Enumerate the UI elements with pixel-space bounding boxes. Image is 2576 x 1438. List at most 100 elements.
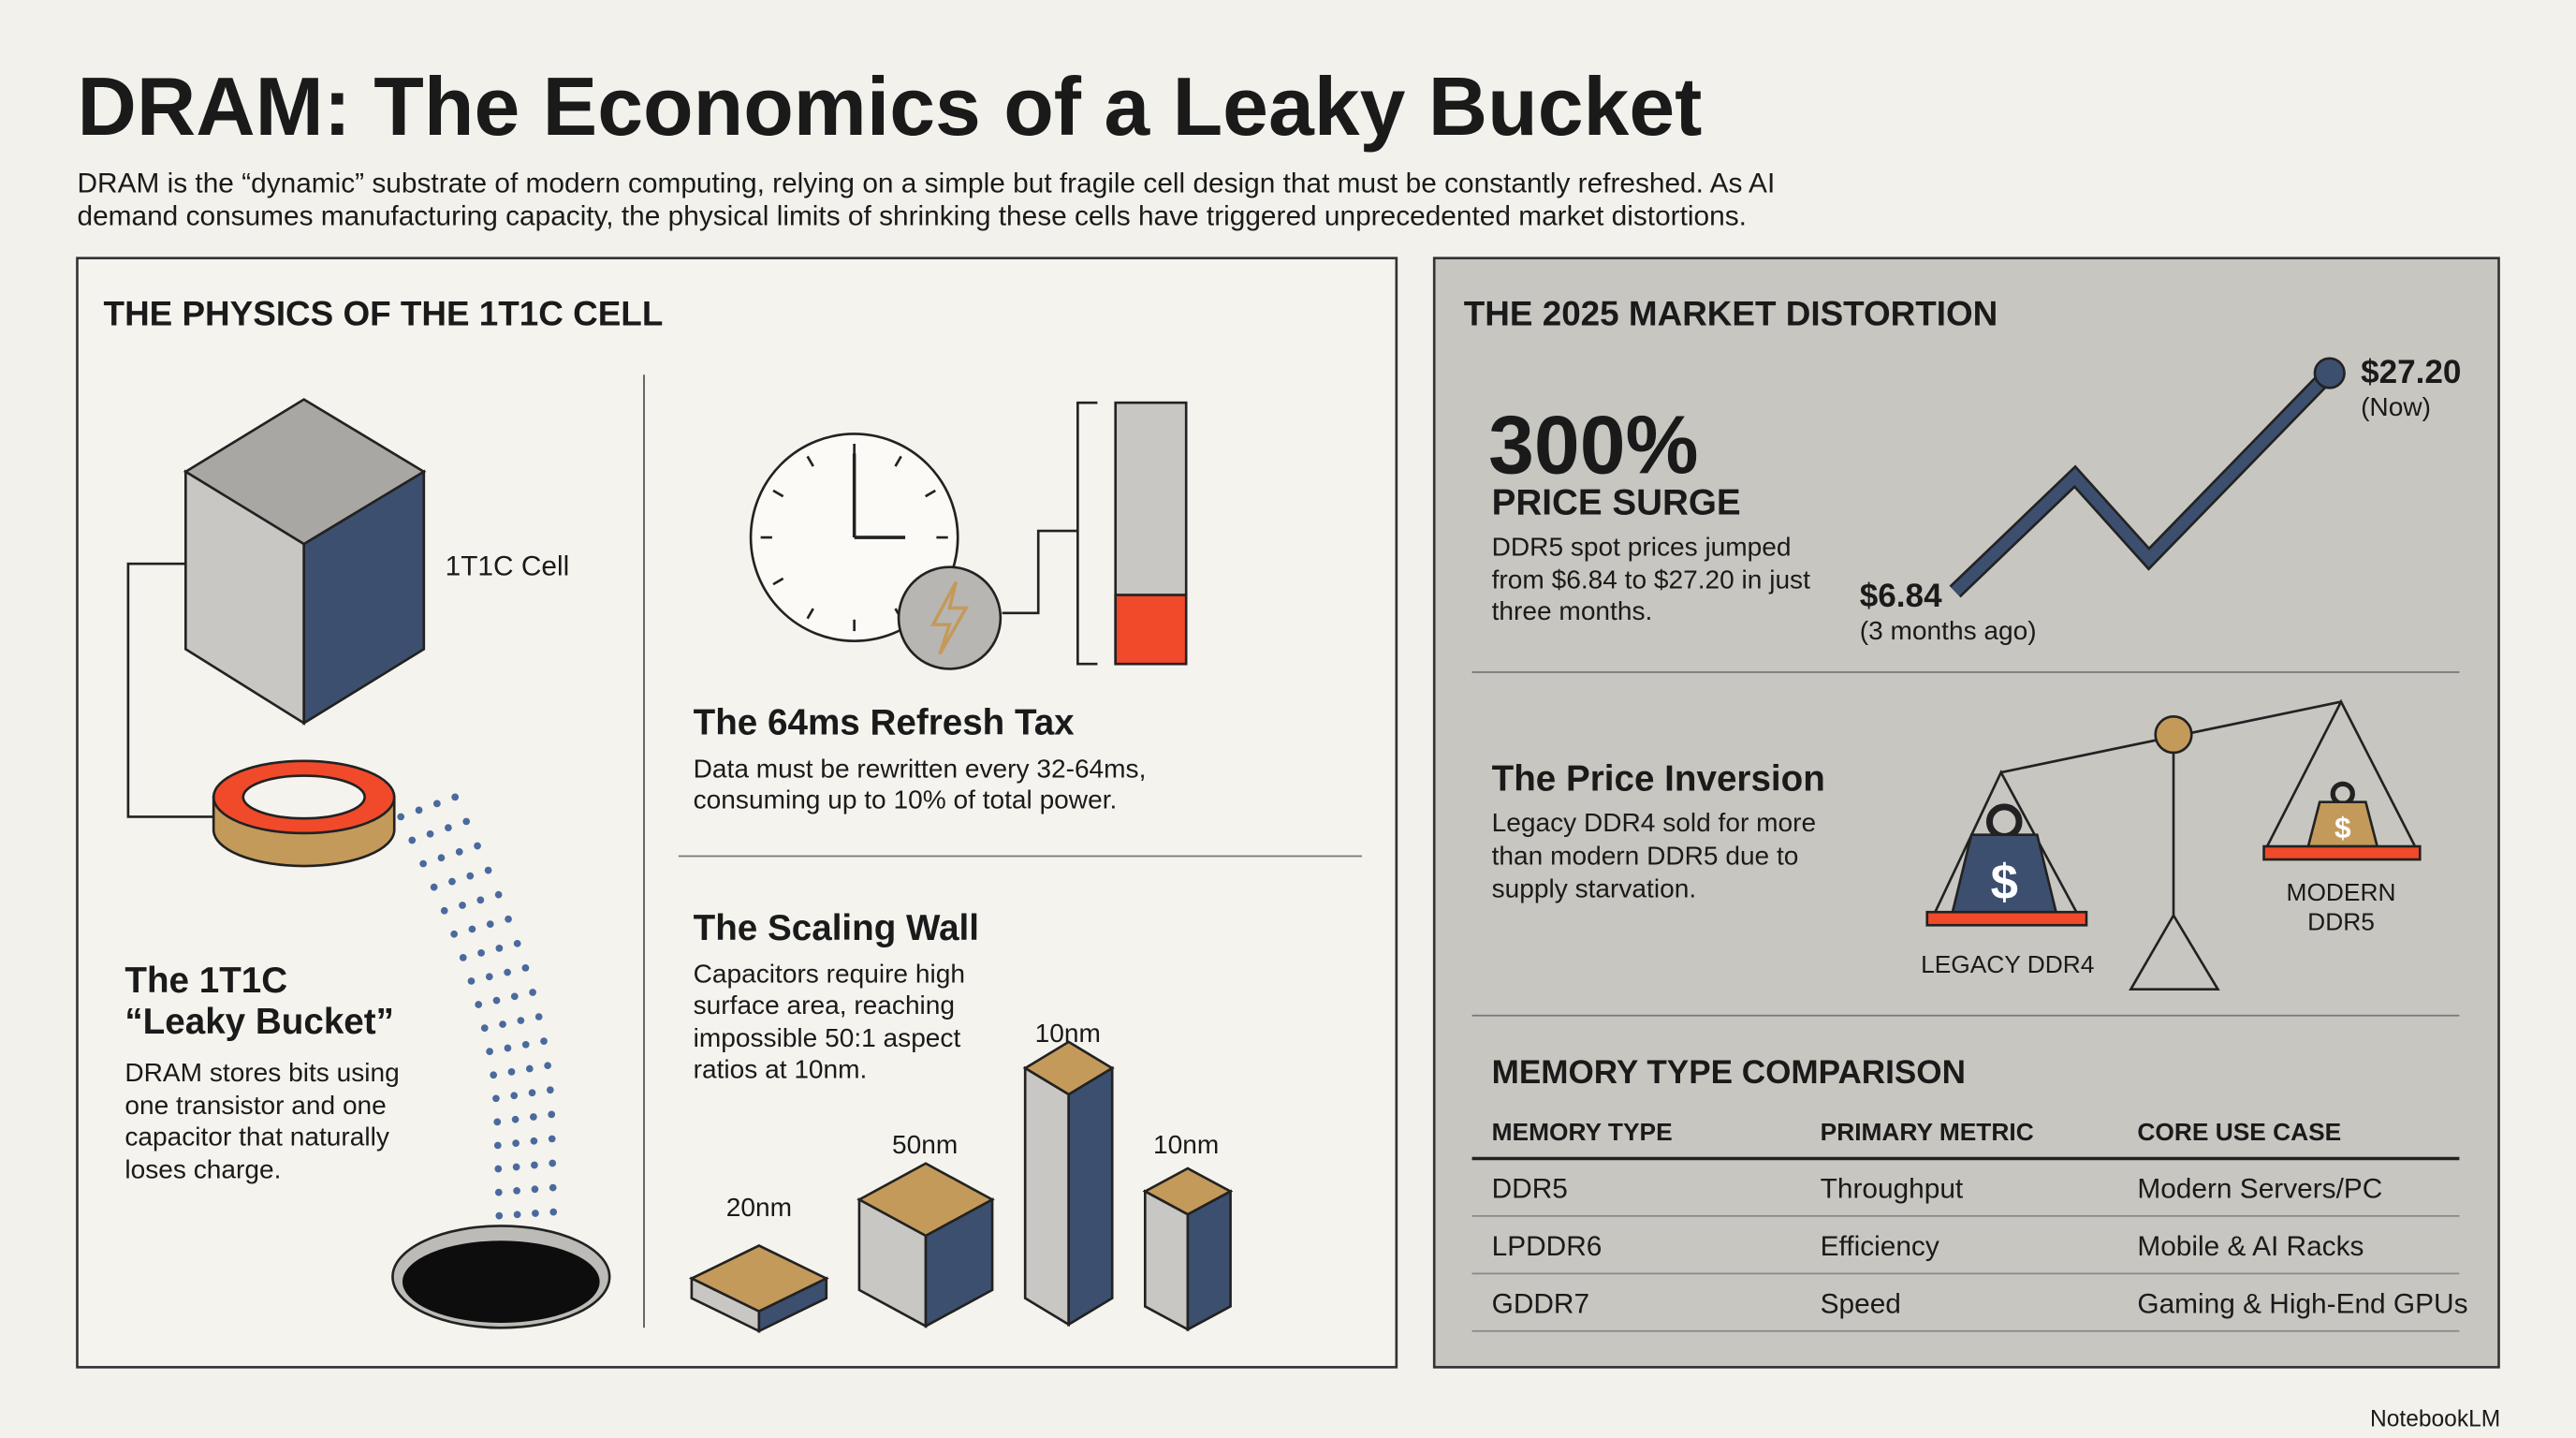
- then-price: $6.84: [1860, 578, 1942, 614]
- leak-dot: [490, 1071, 498, 1079]
- leak-dot: [532, 1210, 539, 1217]
- leak-dot: [494, 1165, 503, 1173]
- table-cell: Efficiency: [1821, 1231, 1939, 1262]
- leak-dot: [451, 793, 460, 801]
- leak-dot: [494, 890, 503, 899]
- leak-dot: [492, 1094, 500, 1103]
- leak-dot: [486, 1048, 493, 1056]
- refresh-body: Data must be rewritten every 32-64ms,: [694, 754, 1147, 783]
- leak-dot: [485, 973, 493, 981]
- cell-label: 1T1C Cell: [446, 550, 570, 581]
- surge-body: DDR5 spot prices jumped: [1492, 532, 1792, 561]
- table-header: CORE USE CASE: [2137, 1118, 2341, 1146]
- subtitle: DRAM is the “dynamic” substrate of moder…: [77, 168, 1775, 198]
- title: DRAM: The Economics of a Leaky Bucket: [77, 61, 1702, 153]
- clock-tick: [806, 608, 814, 620]
- leak-dot: [462, 817, 471, 826]
- leak-dot: [455, 848, 463, 856]
- leak-dot: [437, 854, 446, 862]
- leak-dot: [493, 1141, 502, 1150]
- comparison-table: MEMORY TYPE PRIMARY METRIC CORE USE CASE DD…: [1471, 1118, 2467, 1332]
- leak-dot: [530, 1113, 537, 1121]
- leak-dot: [529, 989, 536, 996]
- leak-dot: [432, 800, 441, 808]
- leak-dot: [466, 872, 475, 880]
- leak-dot: [510, 992, 519, 1001]
- leak-dot: [512, 1163, 520, 1171]
- leak-dot: [499, 1020, 506, 1028]
- leak-dot: [510, 1092, 519, 1100]
- connector: [1002, 529, 1078, 615]
- leak-dot: [475, 1001, 483, 1008]
- then-label: (3 months ago): [1860, 616, 2037, 645]
- bucket-title: The 1T1C: [124, 961, 287, 1001]
- leak-dot: [480, 1024, 489, 1032]
- leak-dot: [476, 896, 485, 904]
- block-right: [1067, 1065, 1114, 1328]
- bucket-body: DRAM stores bits using: [124, 1058, 399, 1087]
- leak-dot: [549, 1159, 557, 1167]
- leak-dot: [467, 977, 476, 985]
- scaling-blocks: [688, 1040, 1234, 1333]
- leak-dot: [495, 1211, 504, 1220]
- scaling-body: surface area, reaching: [694, 990, 955, 1020]
- inversion-body: than modern DDR5 due to: [1492, 841, 1799, 870]
- leak-dot: [504, 1044, 512, 1052]
- inversion-title: The Price Inversion: [1492, 758, 1825, 799]
- bucket-body: capacitor that naturally: [124, 1122, 388, 1151]
- block-right: [757, 1276, 828, 1333]
- clock-tick: [772, 489, 784, 498]
- block-right: [1186, 1189, 1232, 1332]
- refresh-title: The 64ms Refresh Tax: [694, 703, 1076, 743]
- block-left: [1023, 1065, 1071, 1328]
- left-label: LEGACY DDR4: [1921, 950, 2094, 978]
- leak-dot: [540, 1037, 548, 1045]
- block-label: 50nm: [892, 1130, 958, 1159]
- footer: NotebookLM: [2370, 1407, 2500, 1432]
- trend-line: [1951, 369, 2334, 596]
- block-label: 10nm: [1153, 1130, 1219, 1159]
- inversion-body: Legacy DDR4 sold for more: [1492, 808, 1816, 837]
- leak-dot: [513, 1211, 521, 1219]
- inversion-body: supply starvation.: [1492, 873, 1696, 902]
- leak-dot: [548, 1110, 556, 1119]
- table-header: PRIMARY METRIC: [1821, 1118, 2034, 1146]
- leak-dot: [528, 1089, 536, 1097]
- leak-dot: [534, 1013, 543, 1020]
- leak-dot: [505, 915, 512, 923]
- leak-dot: [477, 948, 485, 957]
- bracket: [1076, 401, 1098, 666]
- leak-dot: [504, 968, 511, 976]
- bucket-title: “Leaky Bucket”: [124, 1002, 394, 1042]
- leak-dot: [546, 1086, 554, 1094]
- weight-symbol: $: [2334, 811, 2351, 844]
- scaling-body: ratios at 10nm.: [694, 1054, 868, 1083]
- leak-dot: [495, 944, 504, 952]
- table-cell: DDR5: [1492, 1174, 1568, 1205]
- table-title: MEMORY TYPE COMPARISON: [1492, 1054, 1966, 1091]
- clock-tick: [806, 455, 814, 467]
- charge-level: [1114, 594, 1188, 666]
- surge-body: from $6.84 to $27.20 in just: [1492, 565, 1810, 594]
- leak-dot: [513, 939, 521, 947]
- connector: [126, 562, 214, 818]
- table-cell: Speed: [1821, 1288, 1901, 1319]
- table-header: MEMORY TYPE: [1492, 1118, 1673, 1146]
- block-left: [1143, 1189, 1190, 1332]
- leak-dot: [507, 1068, 516, 1076]
- leak-dot: [486, 920, 494, 928]
- weight-symbol: $: [1991, 855, 2018, 910]
- leak-dot: [408, 836, 417, 844]
- leak-dot: [450, 930, 458, 938]
- leak-dot: [521, 1040, 530, 1049]
- surge-big: 300%: [1488, 400, 1698, 492]
- leak-dot: [459, 954, 467, 961]
- leak-dot: [549, 1183, 557, 1192]
- leak-dot: [544, 1062, 551, 1070]
- leak-dot: [530, 1137, 538, 1145]
- leak-dot: [448, 877, 456, 886]
- table-cell: GDDR7: [1492, 1288, 1589, 1319]
- leak-dot: [415, 806, 423, 814]
- leak-dot: [474, 842, 481, 850]
- clock-tick: [894, 455, 902, 467]
